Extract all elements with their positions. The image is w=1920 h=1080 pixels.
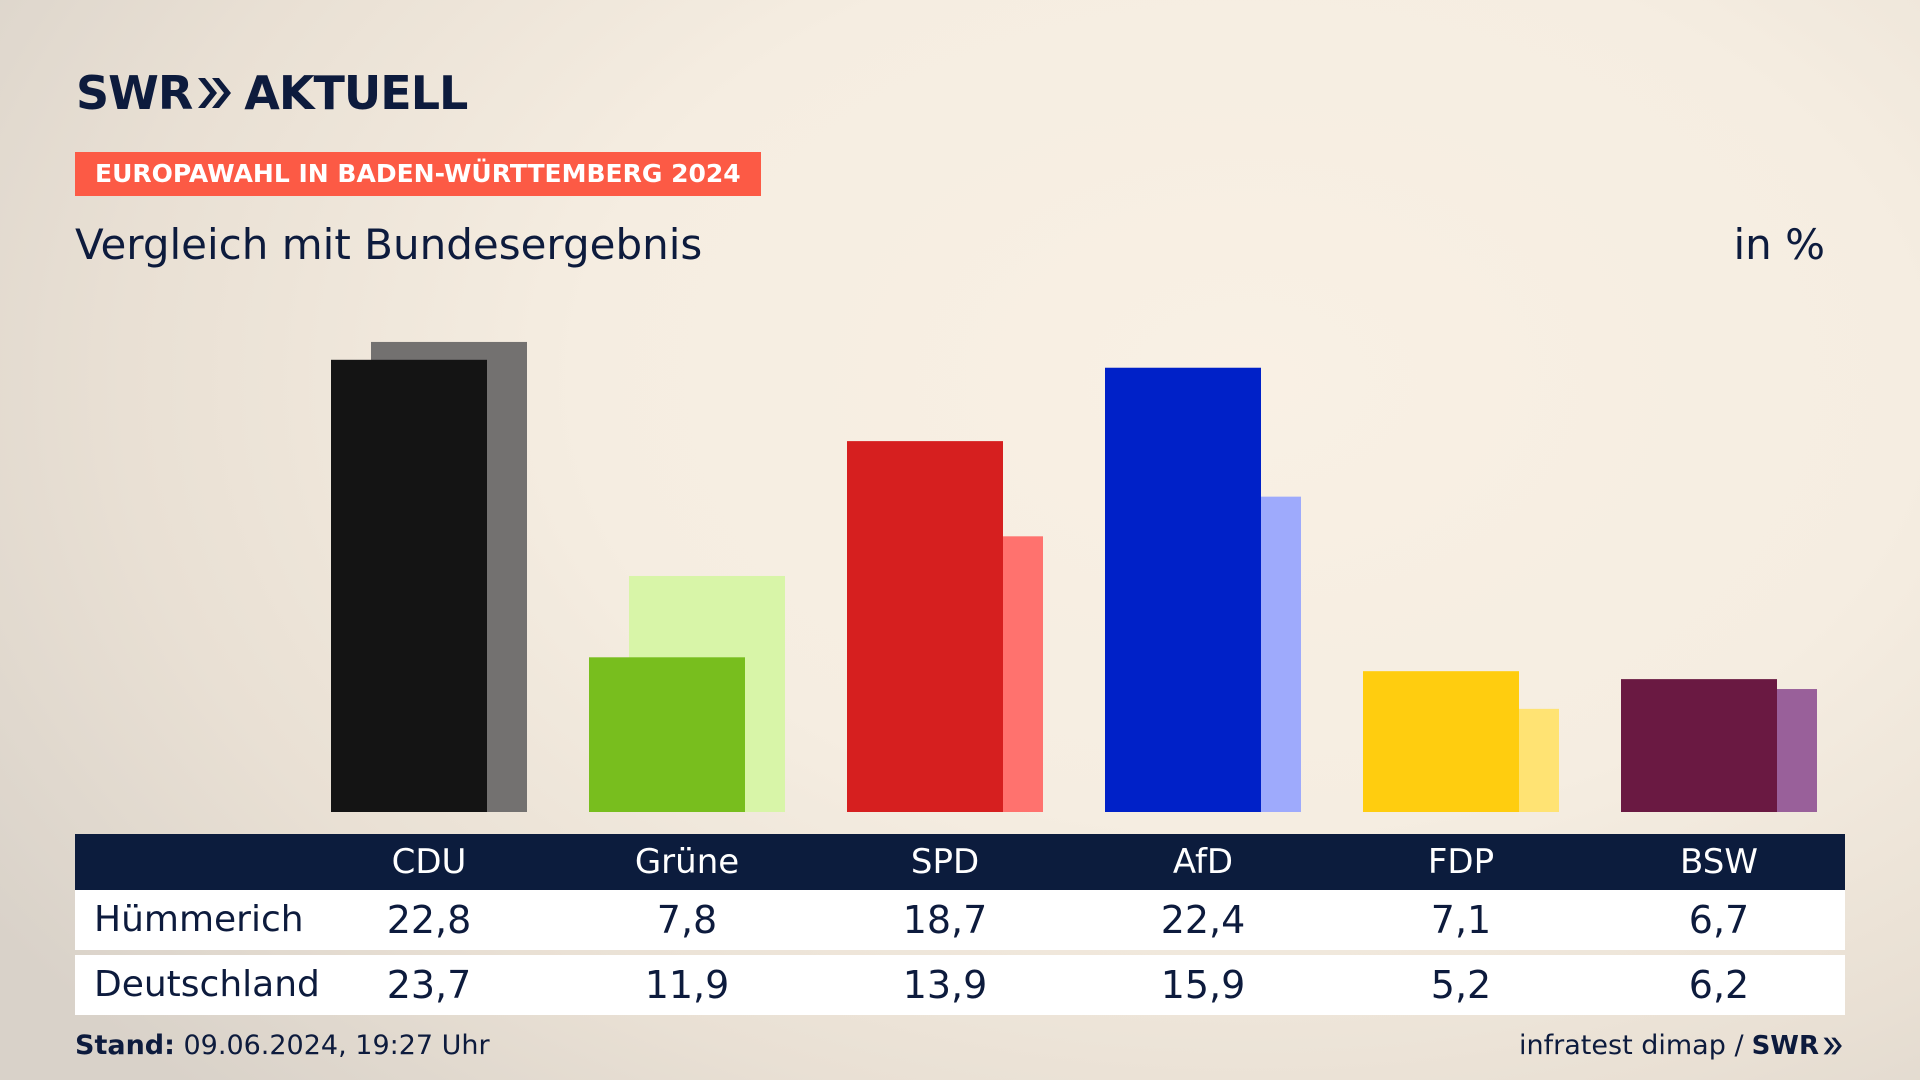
stand-label: Stand: [75,1030,175,1061]
column-header-fdp: FDP [1427,842,1495,882]
chart-subtitle: Vergleich mit Bundesergebnis [75,220,703,269]
value-afd-deutschland: 15,9 [1160,963,1246,1007]
source-chevron-icon [1823,1037,1842,1054]
bar-spd-huemmerich [847,441,1003,812]
double-chevron-icon [196,75,234,111]
bar-afd-huemmerich [1105,367,1261,812]
source-text: infratest dimap / [1519,1030,1744,1061]
source-swr-logo: SWR [1752,1031,1845,1061]
value-bsw-huemmerich: 6,7 [1688,898,1750,942]
value-fdp-huemmerich: 7,1 [1430,898,1492,942]
logo-swr-text: SWR [76,66,193,120]
value-grüne-deutschland: 11,9 [644,963,730,1007]
column-header-afd: AfD [1172,842,1234,882]
bar-fdp-huemmerich [1363,671,1519,812]
bar-bsw-huemmerich [1621,679,1777,812]
column-header-cdu: CDU [391,842,467,882]
source-swr-text: SWR [1751,1030,1819,1061]
value-afd-huemmerich: 22,4 [1160,898,1246,942]
column-header-spd: SPD [910,842,980,882]
column-header-grüne: Grüne [634,842,740,882]
election-badge: EUROPAWAHL IN BADEN-WÜRTTEMBERG 2024 [75,152,761,196]
swr-aktuell-logo: SWR AKTUELL [76,66,468,120]
column-header-bsw: BSW [1680,842,1758,882]
timestamp: Stand: 09.06.2024, 19:27 Uhr [75,1030,490,1061]
value-spd-huemmerich: 18,7 [902,898,988,942]
value-cdu-deutschland: 23,7 [386,963,472,1007]
value-spd-deutschland: 13,9 [902,963,988,1007]
value-cdu-huemmerich: 22,8 [386,898,472,942]
unit-label: in % [1733,220,1825,269]
results-table: CDU Grüne SPD AfD FDP BSW Hümmerich 22,8 7,8 18… [75,834,1845,1015]
row-label-huemmerich: Hümmerich [94,899,304,940]
table-header-row: CDU Grüne SPD AfD FDP BSW [75,834,1845,890]
bar-chart [331,341,1817,812]
value-grüne-huemmerich: 7,8 [656,898,718,942]
logo-aktuell-text: AKTUELL [244,66,468,120]
source-credit: infratest dimap / SWR [1519,1030,1845,1061]
value-fdp-deutschland: 5,2 [1430,963,1492,1007]
row-label-deutschland: Deutschland [94,964,320,1005]
table-row: Hümmerich 22,8 7,8 18,7 22,4 7,1 6,7 [75,890,1845,950]
bar-cdu-huemmerich [331,359,487,812]
stand-value: 09.06.2024, 19:27 Uhr [174,1030,490,1061]
value-bsw-deutschland: 6,2 [1688,963,1750,1007]
bar-grüne-huemmerich [589,657,745,812]
table-row: Deutschland 23,7 11,9 13,9 15,9 5,2 6,2 [75,955,1845,1015]
